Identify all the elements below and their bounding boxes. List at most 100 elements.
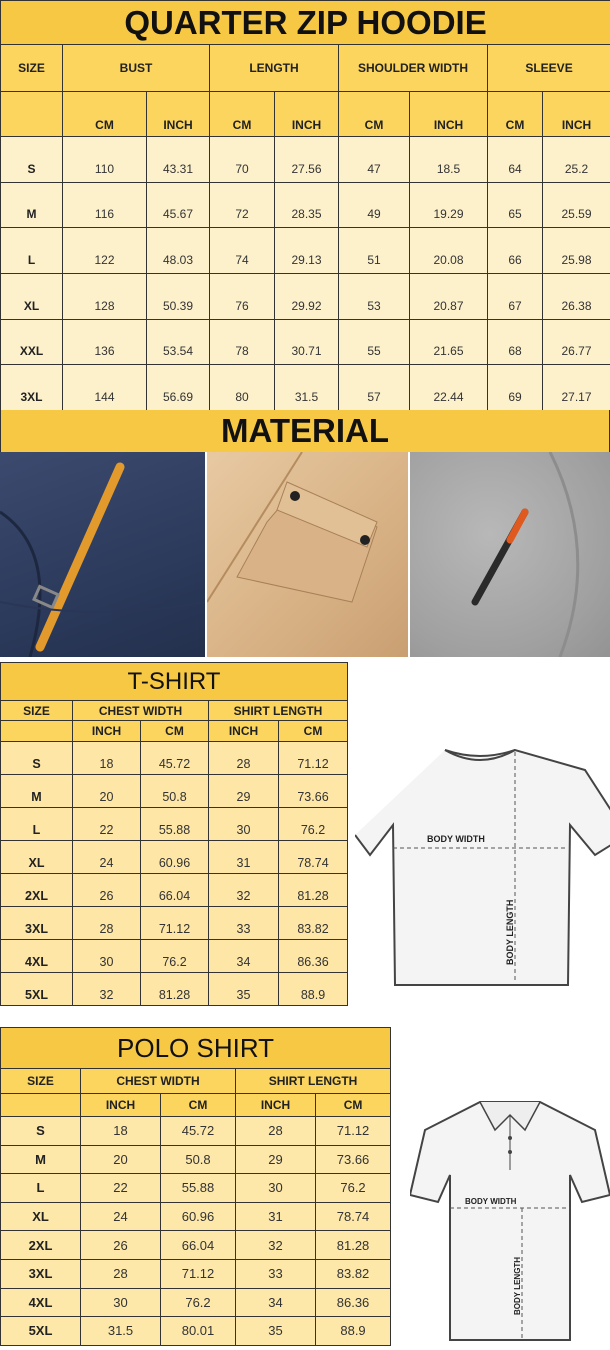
value-cell: 72 — [209, 181, 275, 229]
size-cell: 2XL — [0, 873, 73, 907]
value-cell: 136 — [62, 318, 147, 366]
value-cell: 18.5 — [409, 136, 488, 183]
material-photo-navy — [0, 452, 205, 657]
blank-header — [0, 1093, 81, 1117]
table-row: XL 24 60.96 31 78.74 — [0, 1201, 392, 1232]
unit-header: CM — [487, 91, 543, 137]
value-cell: 34 — [235, 1287, 316, 1318]
column-group-header: SHOULDER WIDTH — [338, 44, 488, 92]
value-cell: 55.88 — [160, 1173, 236, 1203]
value-cell: 76.2 — [160, 1287, 236, 1318]
value-cell: 26 — [72, 873, 141, 907]
value-cell: 31 — [208, 840, 279, 874]
value-cell: 26.77 — [541, 318, 610, 366]
size-cell: 4XL — [0, 939, 73, 973]
value-cell: 27.17 — [541, 364, 610, 412]
value-cell: 26 — [80, 1230, 161, 1260]
value-cell: 48.03 — [146, 227, 210, 275]
blank-header — [0, 91, 63, 137]
column-group-header: LENGTH — [209, 44, 339, 92]
hoodie-size-table: QUARTER ZIP HOODIE SIZE BUST LENGTH SHOULDE… — [0, 0, 610, 412]
value-cell: 21.65 — [409, 318, 488, 366]
size-cell: M — [0, 774, 73, 808]
table-row: 2XL 26 66.04 32 81.28 — [0, 873, 348, 907]
value-cell: 66.04 — [160, 1230, 236, 1260]
value-cell: 35 — [208, 972, 279, 1006]
value-cell: 25.2 — [541, 136, 610, 183]
value-cell: 28 — [235, 1116, 316, 1146]
value-cell: 25.98 — [541, 227, 610, 275]
zip-pull-icon — [0, 462, 205, 657]
value-cell: 76.2 — [278, 807, 348, 841]
table-row: 3XL 28 71.12 33 83.82 — [0, 906, 348, 940]
value-cell: 31 — [235, 1201, 316, 1232]
value-cell: 88.9 — [278, 972, 348, 1006]
value-cell: 57 — [338, 364, 410, 412]
size-cell: 5XL — [0, 972, 73, 1006]
size-cell: XXL — [0, 318, 63, 366]
value-cell: 76.2 — [314, 1173, 392, 1203]
size-cell: 2XL — [0, 1230, 81, 1260]
value-cell: 71.12 — [314, 1116, 392, 1146]
size-cell: S — [0, 1116, 81, 1146]
column-group-header: SLEEVE — [486, 44, 610, 92]
value-cell: 28 — [80, 1258, 161, 1289]
value-cell: 70 — [209, 136, 275, 183]
size-cell: M — [0, 181, 63, 229]
tshirt-measure-diagram: BODY WIDTH BODY LENGTH — [355, 748, 610, 986]
size-cell: 3XL — [0, 906, 73, 940]
value-cell: 18 — [72, 741, 141, 775]
unit-header: INCH — [208, 720, 279, 742]
size-cell: 3XL — [0, 364, 63, 412]
unit-header: INCH — [541, 91, 610, 137]
table-row: L 122 48.03 74 29.13 51 20.08 66 25.98 — [0, 227, 610, 275]
tshirt-title: T-SHIRT — [0, 662, 348, 701]
table-row: M 20 50.8 29 73.66 — [0, 774, 348, 808]
size-header: SIZE — [0, 700, 73, 721]
value-cell: 30 — [235, 1173, 316, 1203]
value-cell: 30 — [208, 807, 279, 841]
value-cell: 32 — [72, 972, 141, 1006]
value-cell: 88.9 — [314, 1316, 392, 1346]
table-row: XL 128 50.39 76 29.92 53 20.87 67 26.38 — [0, 273, 610, 320]
value-cell: 30 — [72, 939, 141, 973]
table-row: S 18 45.72 28 71.12 — [0, 741, 348, 775]
value-cell: 28.35 — [274, 181, 339, 229]
table-row: 5XL 31.5 80.01 35 88.9 — [0, 1316, 392, 1346]
value-cell: 51 — [338, 227, 410, 275]
column-group-header: CHEST WIDTH — [72, 700, 209, 721]
table-row: XL 24 60.96 31 78.74 — [0, 840, 348, 874]
value-cell: 30.71 — [274, 318, 339, 366]
column-group-header: SHIRT LENGTH — [234, 1068, 392, 1094]
unit-header: CM — [278, 720, 348, 742]
unit-header: CM — [140, 720, 209, 742]
value-cell: 81.28 — [278, 873, 348, 907]
value-cell: 81.28 — [140, 972, 209, 1006]
value-cell: 78.74 — [278, 840, 348, 874]
value-cell: 43.31 — [146, 136, 210, 183]
table-row: XXL 136 53.54 78 30.71 55 21.65 68 26.77 — [0, 318, 610, 366]
table-row: S 18 45.72 28 71.12 — [0, 1116, 392, 1146]
value-cell: 26.38 — [541, 273, 610, 320]
polo-outline — [410, 1101, 610, 1341]
table-row: 3XL 144 56.69 80 31.5 57 22.44 69 27.17 — [0, 364, 610, 412]
value-cell: 128 — [62, 273, 147, 320]
pocket-flap-icon — [207, 452, 378, 603]
value-cell: 76.2 — [140, 939, 209, 973]
value-cell: 29 — [235, 1144, 316, 1175]
value-cell: 25.59 — [541, 181, 610, 229]
value-cell: 20 — [72, 774, 141, 808]
value-cell: 47 — [338, 136, 410, 183]
column-group-header: CHEST WIDTH — [80, 1068, 236, 1094]
size-header: SIZE — [0, 1068, 81, 1094]
table-row: L 22 55.88 30 76.2 — [0, 807, 348, 841]
value-cell: 56.69 — [146, 364, 210, 412]
value-cell: 20.87 — [409, 273, 488, 320]
value-cell: 66 — [487, 227, 543, 275]
value-cell: 32 — [208, 873, 279, 907]
table-row: 5XL 32 81.28 35 88.9 — [0, 972, 348, 1006]
table-row: 4XL 30 76.2 34 86.36 — [0, 939, 348, 973]
value-cell: 50.8 — [140, 774, 209, 808]
column-group-header: SHIRT LENGTH — [208, 700, 348, 721]
value-cell: 32 — [235, 1230, 316, 1260]
